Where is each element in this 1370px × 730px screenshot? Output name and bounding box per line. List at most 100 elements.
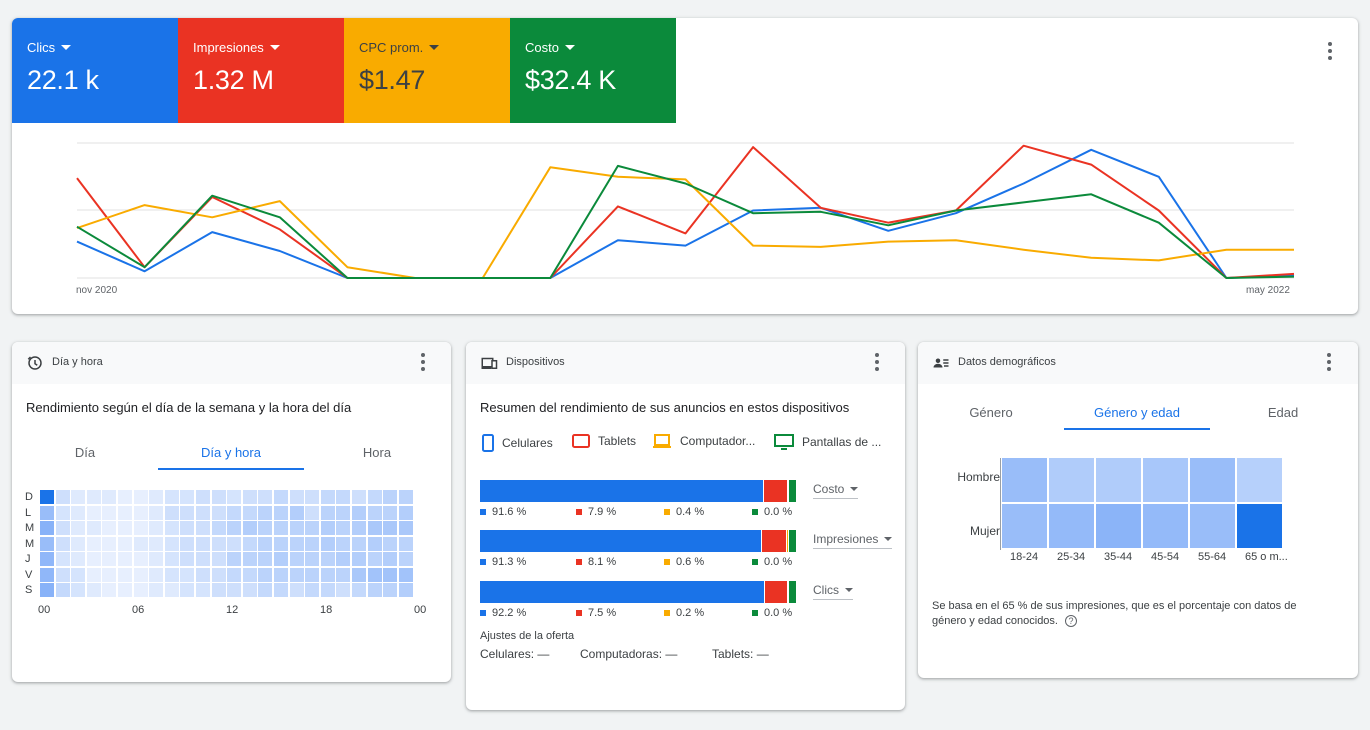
heatmap-cell[interactable]	[71, 583, 86, 597]
heatmap-cell[interactable]	[164, 583, 179, 597]
heatmap-cell[interactable]	[383, 552, 398, 566]
heatmap-cell[interactable]	[305, 583, 320, 597]
heatmap-cell[interactable]	[242, 583, 257, 597]
metric-tile[interactable]: Impresiones 1.32 M	[178, 18, 344, 123]
heatmap-cell[interactable]	[196, 521, 211, 535]
heatmap-cell[interactable]	[71, 490, 86, 504]
heatmap-cell[interactable]	[258, 490, 273, 504]
heatmap-cell[interactable]	[227, 567, 242, 582]
heatmap-cell[interactable]	[55, 521, 70, 535]
heatmap-cell[interactable]	[211, 552, 226, 566]
heatmap-cell[interactable]	[40, 552, 55, 566]
heatmap-cell[interactable]	[289, 567, 304, 582]
heatmap-cell[interactable]	[320, 490, 335, 504]
heatmap-cell[interactable]	[242, 567, 257, 582]
heatmap-cell[interactable]	[55, 536, 70, 551]
heatmap-cell[interactable]	[367, 490, 382, 504]
heatmap-cell[interactable]	[164, 567, 179, 582]
heatmap-cell[interactable]	[102, 583, 117, 597]
heatmap-cell[interactable]	[367, 552, 382, 566]
heatmap-cell[interactable]	[289, 490, 304, 504]
heatmap-cell[interactable]	[149, 536, 164, 551]
heatmap-cell[interactable]	[352, 490, 367, 504]
heatmap-cell[interactable]	[40, 490, 55, 504]
heatmap-cell[interactable]	[383, 490, 398, 504]
heatmap-cell[interactable]	[180, 583, 195, 597]
tab-genero-y-edad[interactable]: Género y edad	[1064, 396, 1210, 430]
heatmap-cell[interactable]	[55, 567, 70, 582]
heatmap-cell[interactable]	[1002, 458, 1047, 502]
heatmap-cell[interactable]	[196, 552, 211, 566]
device-legend-item[interactable]: Pantallas de ...	[774, 434, 881, 450]
heatmap-cell[interactable]	[211, 567, 226, 582]
heatmap-cell[interactable]	[398, 505, 413, 520]
heatmap-cell[interactable]	[149, 505, 164, 520]
heatmap-cell[interactable]	[1190, 458, 1235, 502]
heatmap-cell[interactable]	[242, 521, 257, 535]
heatmap-cell[interactable]	[1143, 504, 1188, 548]
heatmap-cell[interactable]	[305, 490, 320, 504]
dropdown-arrow-icon[interactable]	[61, 45, 72, 50]
heatmap-cell[interactable]	[180, 505, 195, 520]
heatmap-cell[interactable]	[102, 490, 117, 504]
heatmap-cell[interactable]	[164, 490, 179, 504]
dropdown-arrow-icon[interactable]	[429, 45, 440, 50]
heatmap-cell[interactable]	[242, 505, 257, 520]
heatmap-cell[interactable]	[118, 505, 133, 520]
heatmap-cell[interactable]	[86, 552, 101, 566]
heatmap-cell[interactable]	[398, 567, 413, 582]
heatmap-cell[interactable]	[398, 552, 413, 566]
heatmap-cell[interactable]	[164, 552, 179, 566]
heatmap-cell[interactable]	[149, 567, 164, 582]
heatmap-cell[interactable]	[274, 490, 289, 504]
heatmap-cell[interactable]	[118, 552, 133, 566]
heatmap-cell[interactable]	[336, 536, 351, 551]
heatmap-cell[interactable]	[149, 521, 164, 535]
heatmap-cell[interactable]	[102, 567, 117, 582]
heatmap-cell[interactable]	[289, 552, 304, 566]
day-hour-menu-icon[interactable]	[411, 350, 435, 374]
heatmap-cell[interactable]	[305, 567, 320, 582]
heatmap-cell[interactable]	[196, 536, 211, 551]
heatmap-cell[interactable]	[118, 536, 133, 551]
heatmap-cell[interactable]	[336, 583, 351, 597]
heatmap-cell[interactable]	[258, 536, 273, 551]
heatmap-cell[interactable]	[102, 536, 117, 551]
heatmap-cell[interactable]	[133, 552, 148, 566]
heatmap-cell[interactable]	[86, 505, 101, 520]
heatmap-cell[interactable]	[118, 521, 133, 535]
heatmap-cell[interactable]	[102, 505, 117, 520]
heatmap-cell[interactable]	[196, 583, 211, 597]
metric-dropdown[interactable]: Costo	[813, 482, 859, 499]
heatmap-cell[interactable]	[71, 505, 86, 520]
heatmap-cell[interactable]	[211, 521, 226, 535]
heatmap-cell[interactable]	[305, 536, 320, 551]
heatmap-cell[interactable]	[102, 521, 117, 535]
heatmap-cell[interactable]	[320, 583, 335, 597]
heatmap-cell[interactable]	[258, 521, 273, 535]
tab-hora[interactable]: Hora	[362, 445, 392, 460]
heatmap-cell[interactable]	[40, 536, 55, 551]
heatmap-cell[interactable]	[336, 505, 351, 520]
heatmap-cell[interactable]	[1190, 504, 1235, 548]
heatmap-cell[interactable]	[352, 567, 367, 582]
heatmap-cell[interactable]	[289, 536, 304, 551]
heatmap-cell[interactable]	[71, 521, 86, 535]
heatmap-cell[interactable]	[40, 567, 55, 582]
heatmap-cell[interactable]	[320, 567, 335, 582]
metric-dropdown[interactable]: Clics	[813, 583, 853, 600]
metric-tile[interactable]: CPC prom. $1.47	[344, 18, 510, 123]
heatmap-cell[interactable]	[398, 583, 413, 597]
heatmap-cell[interactable]	[258, 567, 273, 582]
heatmap-cell[interactable]	[86, 521, 101, 535]
heatmap-cell[interactable]	[180, 521, 195, 535]
heatmap-cell[interactable]	[352, 552, 367, 566]
heatmap-cell[interactable]	[258, 505, 273, 520]
heatmap-cell[interactable]	[320, 536, 335, 551]
heatmap-cell[interactable]	[367, 583, 382, 597]
heatmap-cell[interactable]	[398, 536, 413, 551]
device-legend-item[interactable]: Computador...	[652, 434, 755, 448]
heatmap-cell[interactable]	[398, 521, 413, 535]
tab-edad[interactable]: Edad	[1267, 405, 1299, 420]
heatmap-cell[interactable]	[227, 505, 242, 520]
